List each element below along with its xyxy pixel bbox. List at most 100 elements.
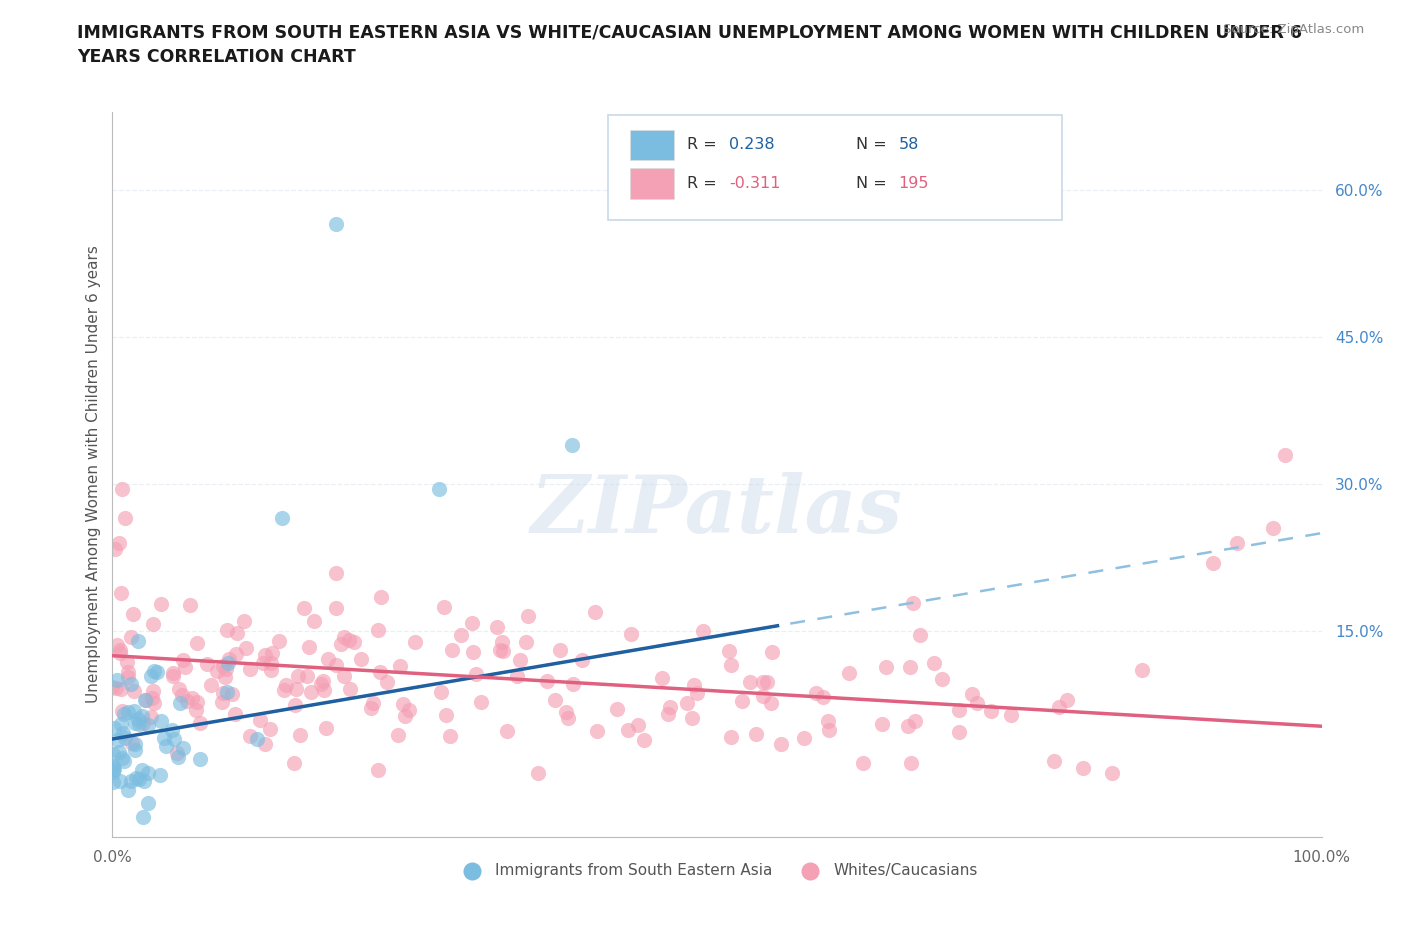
Point xyxy=(134,693,156,708)
Point xyxy=(124,737,146,752)
Point xyxy=(1274,447,1296,462)
Point xyxy=(132,715,155,730)
Point xyxy=(252,656,274,671)
Point xyxy=(253,647,276,662)
Text: R =: R = xyxy=(686,138,721,153)
Point xyxy=(215,623,238,638)
Point xyxy=(111,751,134,765)
Point xyxy=(464,667,486,682)
Point xyxy=(318,652,340,667)
Text: R =: R = xyxy=(686,176,721,191)
Point xyxy=(253,737,276,751)
Point xyxy=(128,717,150,732)
Point xyxy=(360,701,382,716)
Point xyxy=(136,717,159,732)
Point xyxy=(292,601,315,616)
Point xyxy=(509,653,531,668)
Point xyxy=(343,635,366,650)
Point xyxy=(136,765,159,780)
Point xyxy=(287,669,309,684)
Point xyxy=(124,715,146,730)
Point xyxy=(793,731,815,746)
Text: N =: N = xyxy=(856,176,891,191)
Point xyxy=(195,657,218,671)
Point xyxy=(606,701,628,716)
Point xyxy=(651,671,673,685)
Point xyxy=(110,586,132,601)
Point xyxy=(817,713,839,728)
Point xyxy=(122,683,145,698)
Point xyxy=(117,705,139,720)
Point xyxy=(226,626,249,641)
Point xyxy=(114,511,136,525)
Point xyxy=(186,703,208,718)
Legend: Immigrants from South Eastern Asia, Whites/Caucasians: Immigrants from South Eastern Asia, Whit… xyxy=(450,857,984,884)
Point xyxy=(731,694,754,709)
Point xyxy=(536,673,558,688)
Point xyxy=(948,724,970,739)
Point xyxy=(200,678,222,693)
Point xyxy=(948,702,970,717)
Point xyxy=(838,665,860,680)
Point xyxy=(852,755,875,770)
Point xyxy=(141,691,163,706)
Point xyxy=(450,628,472,643)
Point xyxy=(561,437,583,452)
Point xyxy=(146,665,169,680)
Point xyxy=(163,731,186,746)
Point xyxy=(103,761,125,776)
Point xyxy=(752,689,775,704)
Text: 0.238: 0.238 xyxy=(730,138,775,153)
Point xyxy=(284,682,307,697)
Point xyxy=(370,590,392,604)
Point xyxy=(283,698,305,712)
Point xyxy=(233,613,256,628)
Point xyxy=(186,695,208,710)
Point xyxy=(350,652,373,667)
Point xyxy=(404,634,426,649)
FancyBboxPatch shape xyxy=(630,168,673,199)
Point xyxy=(246,731,269,746)
Point xyxy=(1000,707,1022,722)
Point xyxy=(150,713,173,728)
Text: 195: 195 xyxy=(898,176,929,191)
Point xyxy=(107,536,129,551)
Point xyxy=(101,759,124,774)
Point xyxy=(427,482,450,497)
Point xyxy=(898,660,921,675)
Point xyxy=(162,723,184,737)
Point xyxy=(571,653,593,668)
Point xyxy=(1047,699,1070,714)
Point xyxy=(142,664,165,679)
Point xyxy=(215,684,238,699)
Point xyxy=(172,652,194,667)
Point xyxy=(260,662,283,677)
Point xyxy=(239,729,262,744)
Point xyxy=(804,685,827,700)
Point xyxy=(557,711,579,725)
Point xyxy=(211,695,233,710)
Point xyxy=(1226,536,1249,551)
Point xyxy=(108,745,131,760)
Point xyxy=(131,763,153,777)
Point xyxy=(179,597,201,612)
Point xyxy=(162,669,184,684)
Point xyxy=(162,666,184,681)
Point xyxy=(139,669,162,684)
Point xyxy=(1043,753,1066,768)
FancyBboxPatch shape xyxy=(630,130,673,160)
Point xyxy=(107,733,129,748)
Point xyxy=(717,644,740,658)
Point xyxy=(368,665,391,680)
Point xyxy=(811,689,834,704)
Point xyxy=(770,737,793,751)
Point xyxy=(875,659,897,674)
Point xyxy=(212,685,235,700)
Point xyxy=(548,643,571,658)
Point xyxy=(1101,766,1123,781)
Point xyxy=(270,511,292,525)
Point xyxy=(659,699,682,714)
Point xyxy=(626,718,648,733)
Point xyxy=(1071,760,1094,775)
Point xyxy=(117,670,139,684)
